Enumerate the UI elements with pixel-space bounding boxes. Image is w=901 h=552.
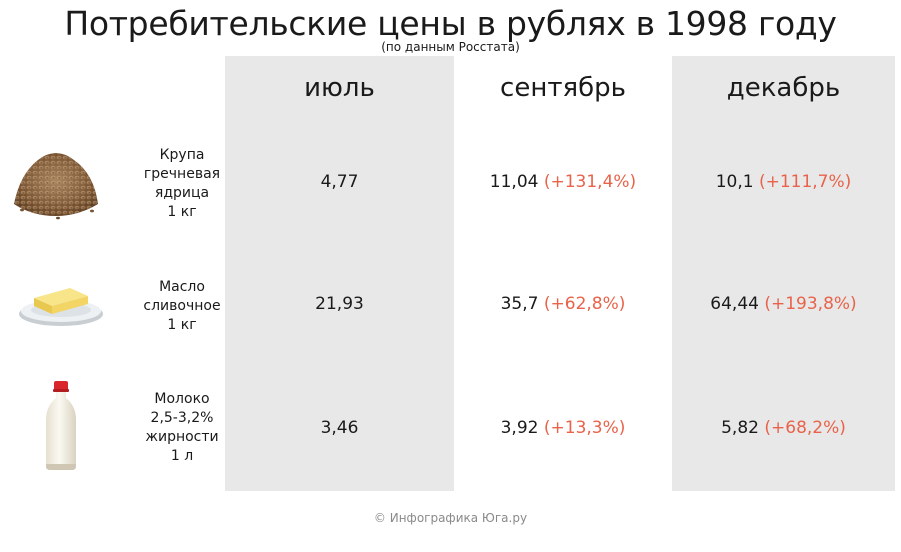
row-label-line: Масло: [159, 279, 205, 295]
cell-value: 4,77: [320, 172, 359, 192]
cell-change: (+193,8%): [764, 294, 857, 314]
row-label-line: 1 кг: [167, 317, 197, 333]
milk-bottle-icon: [44, 380, 78, 472]
row-label-line: гречневая: [143, 166, 221, 182]
page-subtitle: (по данным Росстата): [381, 40, 520, 54]
column-bg-july: [225, 56, 454, 491]
cell-change: (+62,8%): [543, 294, 626, 314]
row-label-butter: Масло сливочное 1 кг: [118, 278, 246, 335]
column-header-december: декабрь: [726, 73, 841, 103]
footer-credit: © Инфографика Юга.ру: [373, 511, 528, 525]
cell-change: (+68,2%): [764, 418, 846, 438]
cell-change: (+131,4%): [543, 172, 637, 192]
row-label-line: ядрица: [154, 185, 210, 201]
cell-butter-december: 64,44 (+193,8%): [672, 284, 895, 324]
cell-value: 3,92: [500, 418, 539, 438]
cell-value: 64,44: [710, 294, 759, 314]
cell-milk-september: 3,92 (+13,3%): [454, 408, 672, 448]
cell-change: (+13,3%): [543, 418, 626, 438]
cell-milk-december: 5,82 (+68,2%): [672, 408, 895, 448]
cell-value: 10,1: [715, 172, 754, 192]
cell-value: 11,04: [489, 172, 539, 192]
cell-buckwheat-september: 11,04 (+131,4%): [454, 162, 672, 202]
cell-value: 3,46: [320, 418, 359, 438]
column-bg-december: [672, 56, 895, 491]
column-header-july: июль: [304, 73, 375, 103]
cell-value: 21,93: [315, 294, 364, 314]
row-label-line: 2,5-3,2%: [150, 410, 214, 426]
row-label-line: жирности: [145, 429, 219, 445]
row-label-line: сливочное: [143, 298, 221, 314]
row-label-line: 1 л: [170, 448, 194, 464]
row-label-line: Крупа: [159, 147, 205, 163]
cell-butter-september: 35,7 (+62,8%): [454, 284, 672, 324]
cell-butter-july: 21,93: [225, 284, 454, 324]
butter-icon: [18, 276, 104, 328]
cell-buckwheat-july: 4,77: [225, 162, 454, 202]
cell-value: 35,7: [500, 294, 539, 314]
cell-buckwheat-december: 10,1 (+111,7%): [672, 162, 895, 202]
cell-change: (+111,7%): [758, 172, 852, 192]
page-title: Потребительские цены в рублях в 1998 год…: [64, 4, 837, 43]
cell-milk-july: 3,46: [225, 408, 454, 448]
row-label-milk: Молоко 2,5-3,2% жирности 1 л: [118, 390, 246, 466]
column-header-september: сентябрь: [500, 73, 626, 103]
row-label-line: 1 кг: [167, 204, 197, 220]
row-label-buckwheat: Крупа гречневая ядрица 1 кг: [118, 146, 246, 222]
cell-value: 5,82: [721, 418, 759, 438]
buckwheat-icon: [8, 140, 104, 220]
row-label-line: Молоко: [154, 391, 210, 407]
